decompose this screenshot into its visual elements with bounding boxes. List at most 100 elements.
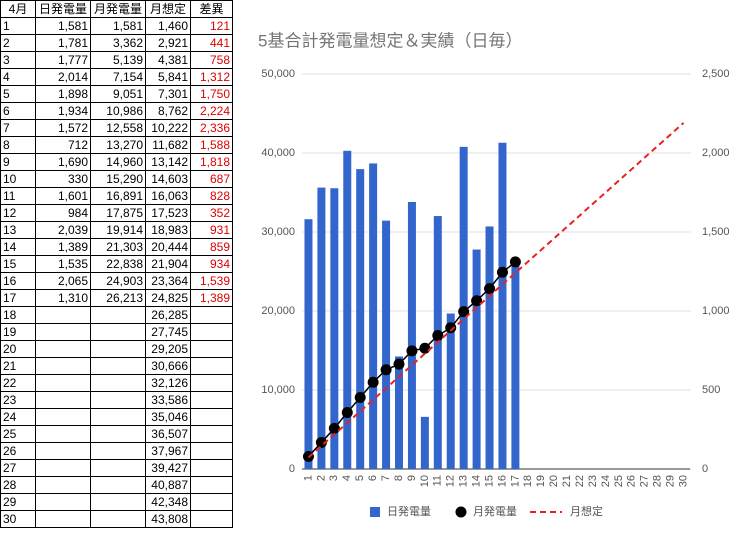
table-row: 15 1,535 22,838 21,904 934 xyxy=(0,255,233,273)
x-tick-label: 10 xyxy=(419,475,431,487)
legend-label: 日発電量 xyxy=(387,504,431,518)
table-row: 24 35,046 xyxy=(0,408,233,426)
table-cell: 1,581 xyxy=(90,17,146,35)
y2-tick-label: 2,500 xyxy=(702,68,730,80)
line-marker xyxy=(341,406,353,418)
x-tick-label: 14 xyxy=(471,475,483,487)
table-cell: 40,887 xyxy=(145,476,191,494)
table-cell: 1,934 xyxy=(35,102,91,120)
table-row: 26 37,967 xyxy=(0,442,233,460)
table-cell: 42,348 xyxy=(145,493,191,511)
chart: 5基合計発電量想定＆実績（日毎） 0 10,000 20,000 30,000 40,0… xyxy=(258,31,730,518)
table-cell: 15,290 xyxy=(90,170,146,188)
table-cell: 19 xyxy=(0,323,36,341)
line-marker xyxy=(328,422,340,434)
table-cell xyxy=(190,442,233,460)
table-cell: 16,891 xyxy=(90,187,146,205)
bar xyxy=(369,163,378,470)
x-tick-label: 17 xyxy=(509,475,521,487)
table-cell: 29,205 xyxy=(145,340,191,358)
table-row: 23 33,586 xyxy=(0,391,233,409)
bar xyxy=(511,262,520,469)
table-cell: 8 xyxy=(0,136,36,154)
table-cell xyxy=(35,323,91,341)
table-cell: 7 xyxy=(0,119,36,137)
header-cell: 4月 xyxy=(0,0,36,18)
table-cell xyxy=(90,374,146,392)
bar xyxy=(382,220,391,469)
table-row: 29 42,348 xyxy=(0,493,233,511)
bar xyxy=(420,416,429,469)
table-row: 3 1,777 5,139 4,381 758 xyxy=(0,51,233,69)
table-cell: 1,539 xyxy=(190,272,233,290)
table-row: 6 1,934 10,986 8,762 2,224 xyxy=(0,102,233,120)
bar xyxy=(472,249,481,469)
line-marker xyxy=(445,322,457,334)
table-cell: 4,381 xyxy=(145,51,191,69)
table-cell: 29 xyxy=(0,493,36,511)
table-cell xyxy=(90,408,146,426)
table-cell: 21 xyxy=(0,357,36,375)
table-cell xyxy=(35,306,91,324)
table-cell: 17 xyxy=(0,289,36,307)
table-cell: 1,750 xyxy=(190,85,233,103)
table-cell xyxy=(190,476,233,494)
x-tick-label: 16 xyxy=(496,475,508,487)
table-cell: 931 xyxy=(190,221,233,239)
table-cell: 12,558 xyxy=(90,119,146,137)
table-cell: 23 xyxy=(0,391,36,409)
table-cell xyxy=(90,476,146,494)
table-cell: 26,285 xyxy=(145,306,191,324)
table-cell xyxy=(190,306,233,324)
table-cell: 10,986 xyxy=(90,102,146,120)
table-cell: 37,967 xyxy=(145,442,191,460)
table-cell: 330 xyxy=(35,170,91,188)
table-cell: 5,139 xyxy=(90,51,146,69)
table-cell xyxy=(190,340,233,358)
table-cell: 13 xyxy=(0,221,36,239)
table-cell: 1,898 xyxy=(35,85,91,103)
table-row: 4 2,014 7,154 5,841 1,312 xyxy=(0,68,233,86)
table-cell: 1,690 xyxy=(35,153,91,171)
line-marker xyxy=(406,345,418,357)
line-marker xyxy=(496,266,508,278)
y2-tick-label: 500 xyxy=(702,384,720,396)
table-row: 28 40,887 xyxy=(0,476,233,494)
table-cell xyxy=(190,374,233,392)
table-cell xyxy=(190,323,233,341)
table-cell: 8,762 xyxy=(145,102,191,120)
table-row: 25 36,507 xyxy=(0,425,233,443)
table-cell: 984 xyxy=(35,204,91,222)
x-tick-label: 4 xyxy=(341,475,353,481)
table-cell: 21,904 xyxy=(145,255,191,273)
table-cell: 22,838 xyxy=(90,255,146,273)
table-cell xyxy=(35,357,91,375)
table-cell: 859 xyxy=(190,238,233,256)
x-tick-label: 18 xyxy=(522,475,534,487)
x-tick-label: 22 xyxy=(574,475,586,487)
table-cell: 3,362 xyxy=(90,34,146,52)
table-cell xyxy=(90,357,146,375)
line-marker xyxy=(458,306,470,318)
bar xyxy=(485,226,494,469)
table-row: 22 32,126 xyxy=(0,374,233,392)
header-cell: 月発電量 xyxy=(90,0,146,18)
table-cell xyxy=(190,357,233,375)
table-cell xyxy=(90,493,146,511)
table-cell: 1,581 xyxy=(35,17,91,35)
header-cell: 差異 xyxy=(190,0,233,18)
table-cell: 1,818 xyxy=(190,153,233,171)
line xyxy=(307,122,685,459)
table-cell xyxy=(190,510,233,528)
y-tick-label: 30,000 xyxy=(261,226,295,238)
table-cell xyxy=(90,510,146,528)
table-cell: 2,921 xyxy=(145,34,191,52)
table-cell: 30 xyxy=(0,510,36,528)
table-cell: 1 xyxy=(0,17,36,35)
table-cell: 20 xyxy=(0,340,36,358)
table-cell: 36,507 xyxy=(145,425,191,443)
line-marker xyxy=(393,358,405,370)
legend-swatch xyxy=(370,507,380,517)
table-row: 9 1,690 14,960 13,142 1,818 xyxy=(0,153,233,171)
table-cell: 7,301 xyxy=(145,85,191,103)
